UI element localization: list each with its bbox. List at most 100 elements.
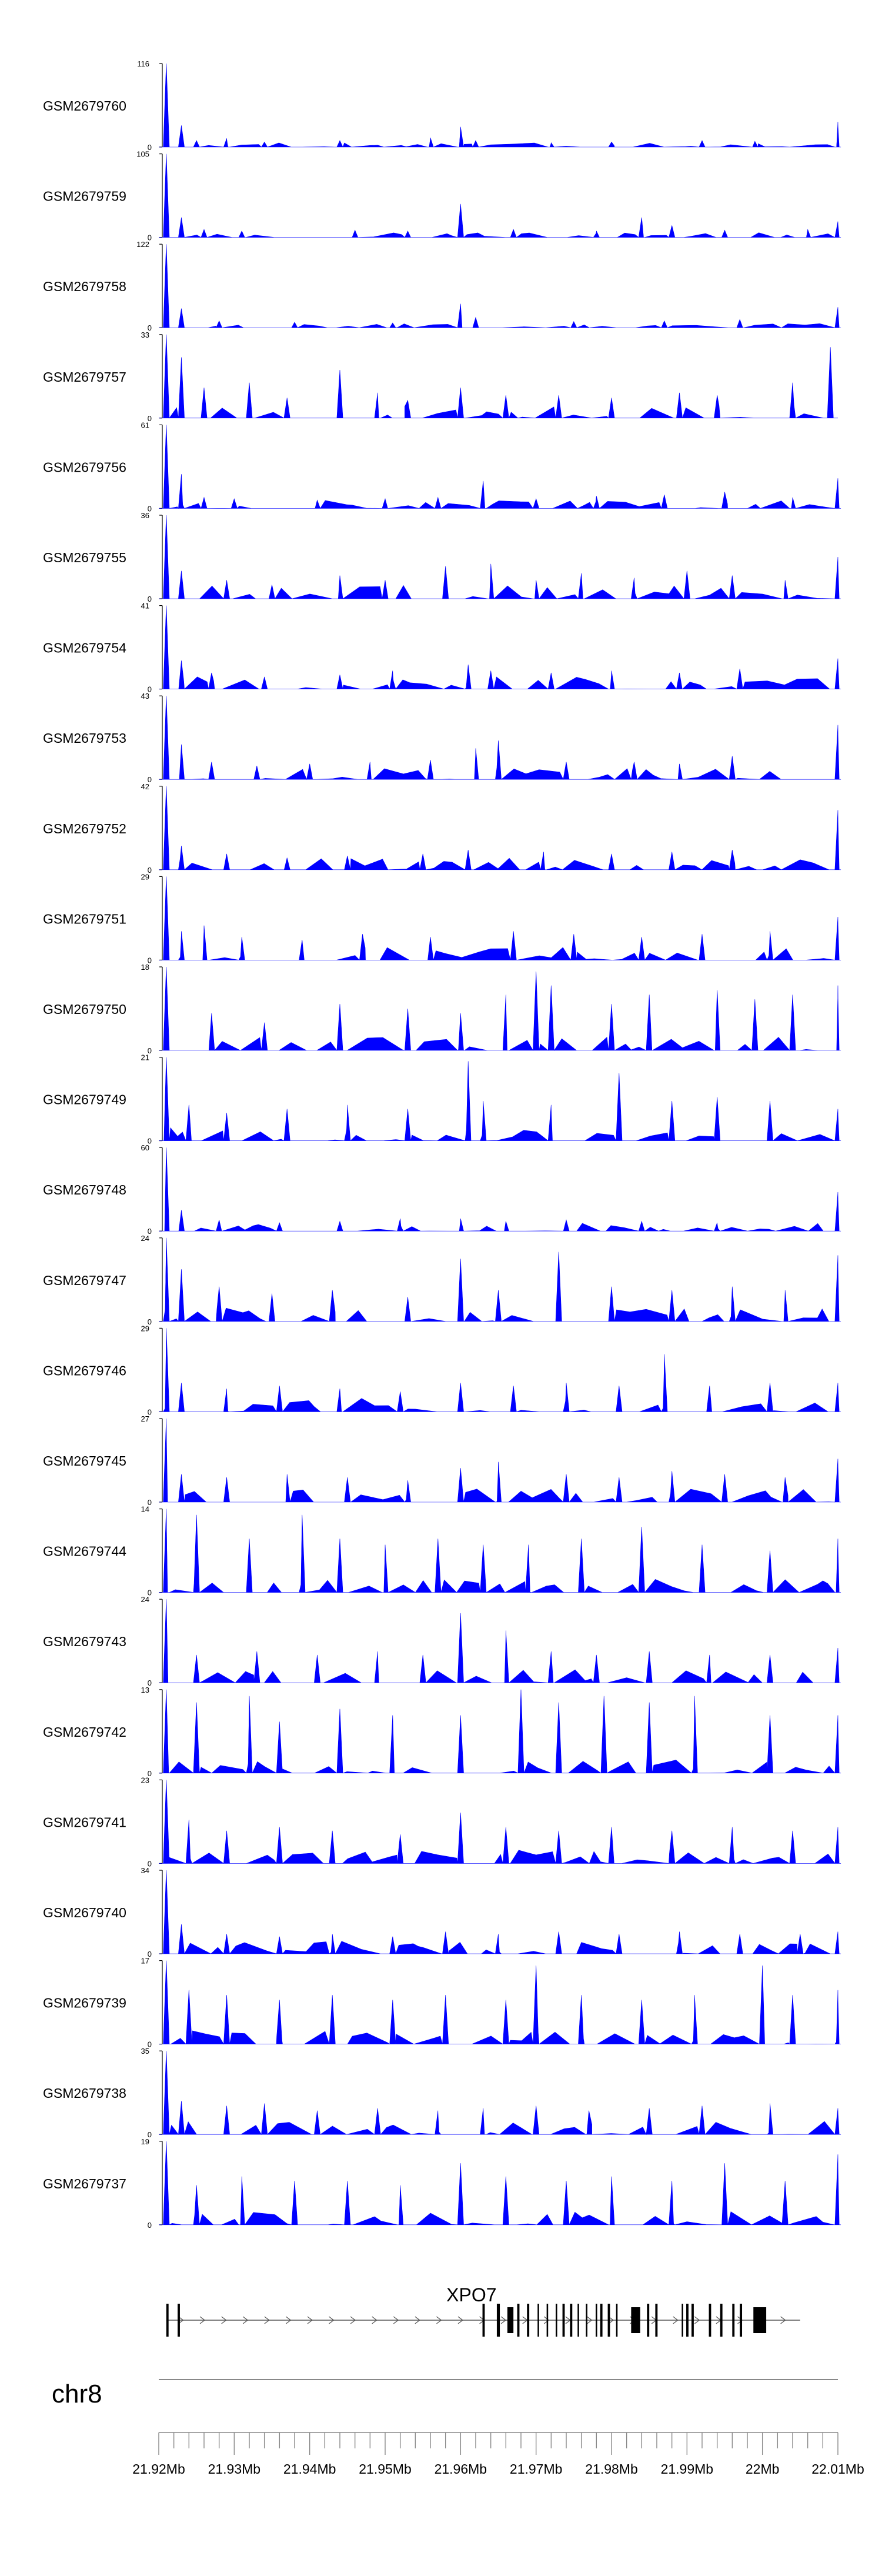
axis-tick-label: 22Mb — [746, 2461, 780, 2477]
coverage-peak — [459, 2163, 462, 2225]
coverage-peak — [165, 1509, 168, 1593]
coverage-peak — [187, 1105, 191, 1141]
coverage-peak — [836, 725, 840, 780]
track-label: GSM2679753 — [43, 730, 126, 746]
coverage-peak — [180, 931, 183, 960]
strand-arrow — [415, 2316, 420, 2324]
coverage-peak — [225, 580, 228, 599]
gene-exon — [631, 2307, 640, 2333]
coverage-peak — [549, 985, 553, 1050]
track-GSM2679740: GSM2679740 34 0 — [43, 1866, 841, 1958]
coverage-peak — [240, 2176, 243, 2225]
axis-tick-label: 21.98Mb — [585, 2461, 638, 2477]
coverage-peak — [316, 500, 319, 509]
coverage-peak — [482, 1100, 485, 1141]
coverage-peak — [180, 357, 183, 418]
coverage-peak — [180, 474, 183, 509]
coverage-peak — [497, 1461, 500, 1502]
gene-exon — [686, 2304, 689, 2337]
coverage-peak — [670, 1290, 674, 1322]
track-label: GSM2679755 — [43, 550, 126, 565]
coverage-area — [159, 515, 841, 599]
coverage-peak — [180, 1924, 183, 1954]
chromosome-label: chr8 — [52, 2380, 102, 2408]
coverage-peak — [738, 319, 741, 328]
coverage-peak — [640, 1221, 643, 1232]
coverage-peak — [700, 140, 704, 147]
coverage-peak — [248, 1696, 251, 1773]
coverage-peak — [799, 1934, 802, 1954]
strand-arrow — [264, 2316, 270, 2324]
coverage-peak — [444, 1995, 447, 2044]
coverage-peak — [489, 563, 493, 599]
coverage-peak — [248, 1539, 251, 1593]
strand-arrow — [500, 2316, 507, 2324]
coverage-peak — [383, 580, 387, 599]
coverage-peak — [633, 762, 636, 780]
coverage-peak — [557, 1830, 560, 1864]
coverage-peak — [391, 2000, 395, 2044]
coverage-peak — [459, 1468, 462, 1502]
coverage-area — [159, 63, 841, 148]
coverage-peak — [564, 1383, 568, 1412]
coverage-peak — [444, 1931, 447, 1954]
strand-arrow — [286, 2316, 292, 2324]
coverage-peak — [610, 853, 613, 870]
coverage-peak — [602, 1696, 606, 1773]
gene-exon — [562, 2304, 565, 2337]
coverage-area — [159, 1960, 841, 2045]
coverage-peak — [663, 321, 666, 328]
track-label: GSM2679737 — [43, 2176, 126, 2191]
coverage-peak — [610, 142, 613, 147]
y-min-label: 0 — [148, 2040, 152, 2049]
coverage-peak — [504, 995, 507, 1050]
y-min-label: 0 — [148, 1407, 152, 1416]
coverage-peak — [285, 398, 289, 418]
coverage-peak — [527, 1544, 530, 1593]
coverage-peak — [180, 846, 183, 870]
coverage-peak — [187, 1990, 191, 2044]
coverage-peak — [429, 138, 432, 147]
coverage-peak — [391, 670, 395, 689]
coverage-peak — [534, 580, 538, 599]
coverage-area — [159, 1147, 841, 1232]
genome-axis: 21.92Mb 21.93Mb 21.94Mb 21.95Mb 21.96Mb 21.97… — [132, 2432, 864, 2477]
y-min-label: 0 — [148, 1859, 152, 1868]
gene-exon — [577, 2304, 579, 2337]
track-label: GSM2679742 — [43, 1724, 126, 1740]
coverage-peak — [406, 1109, 409, 1141]
y-max-label: 27 — [141, 1414, 149, 1423]
coverage-peak — [444, 566, 447, 599]
coverage-peak — [497, 1934, 500, 1954]
coverage-peak — [769, 1100, 771, 1141]
axis-tick-label: 21.93Mb — [208, 2461, 261, 2477]
track-label: GSM2679738 — [43, 2086, 126, 2101]
gene-exon — [586, 2304, 587, 2337]
coverage-peak — [165, 1689, 168, 1773]
gene-exon — [681, 2304, 683, 2337]
coverage-peak — [180, 125, 183, 147]
coverage-peak — [466, 665, 470, 689]
coverage-peak — [399, 1218, 402, 1232]
y-max-label: 13 — [141, 1686, 149, 1694]
coverage-peak — [202, 497, 206, 509]
track-GSM2679757: GSM2679757 33 0 — [43, 331, 838, 423]
y-min-label: 0 — [148, 2130, 152, 2139]
coverage-peak — [346, 856, 349, 870]
coverage-peak — [647, 1702, 651, 1773]
coverage-peak — [693, 1696, 696, 1773]
y-max-label: 35 — [141, 2047, 149, 2056]
track-label: GSM2679758 — [43, 279, 126, 294]
track-GSM2679741: GSM2679741 23 0 — [43, 1776, 841, 1868]
coverage-peak — [406, 400, 409, 418]
coverage-peak — [769, 931, 771, 960]
strand-arrow — [307, 2316, 313, 2324]
coverage-peak — [617, 1073, 621, 1141]
gene-exon — [720, 2304, 723, 2337]
strand-arrow — [608, 2316, 614, 2324]
track-GSM2679760: GSM2679760 116 0 — [43, 59, 841, 152]
coverage-peak — [700, 1544, 704, 1593]
coverage-peak — [399, 2185, 402, 2225]
coverage-peak — [587, 2110, 590, 2135]
coverage-peak — [708, 1386, 711, 1412]
